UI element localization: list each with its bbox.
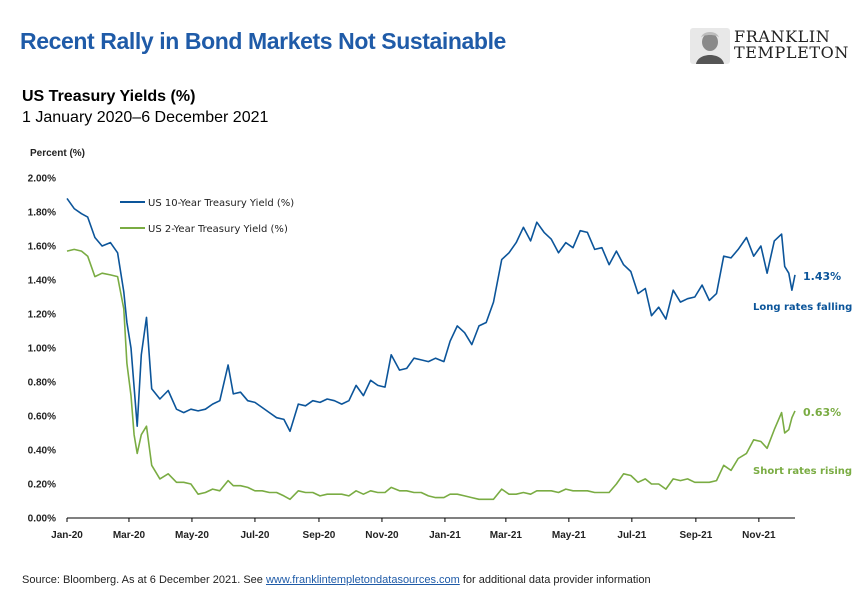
y-tick-label: 0.00% [28,514,56,525]
portrait-icon [690,28,730,64]
y-tick-label: 0.60% [28,412,56,423]
legend-label-2y: US 2-Year Treasury Yield (%) [148,224,288,235]
y-tick-label: 1.20% [28,310,56,321]
franklin-templeton-logo: FRANKLIN TEMPLETON [690,28,850,64]
y-axis-label: Percent (%) [30,148,85,159]
y-tick-label: 1.00% [28,344,56,355]
y-tick-label: 0.40% [28,446,56,457]
x-tick-label: Jul-20 [240,530,269,541]
x-tick-label: Mar-20 [113,530,146,541]
x-tick-label: Jan-20 [51,530,83,541]
y-tick-label: 1.60% [28,242,56,253]
source-suffix: for additional data provider information [459,574,651,586]
x-tick-label: Jul-21 [617,530,646,541]
series-line-2y [66,248,796,501]
end-label-10y: 1.43% [803,270,841,283]
annotation-short-rates: Short rates rising [753,466,852,477]
legend: US 10-Year Treasury Yield (%) US 2-Year … [120,198,294,235]
x-tick-label: Sep-20 [303,530,336,541]
x-tick-label: May-21 [552,530,586,541]
x-ticks: Jan-20 Mar-20 May-20 Jul-20 Sep-20 Nov-20 Jan-… [51,518,776,541]
logo-line-2: TEMPLETON [734,43,849,62]
logo-line-1: FRANKLIN [734,27,831,46]
end-label-2y: 0.63% [803,406,841,419]
x-tick-label: May-20 [175,530,209,541]
y-tick-label: 0.20% [28,480,56,491]
series-line-10y [66,197,796,433]
x-tick-label: Mar-21 [490,530,523,541]
x-tick-label: Nov-21 [742,530,776,541]
x-tick-label: Jan-21 [429,530,461,541]
y-ticks: 0.00% 0.20% 0.40% 0.60% 0.80% 1.00% 1.20% 1.40%… [28,174,56,525]
x-tick-label: Sep-21 [679,530,712,541]
legend-label-10y: US 10-Year Treasury Yield (%) [148,198,294,209]
y-tick-label: 0.80% [28,378,56,389]
source-link[interactable]: www.franklintempletondatasources.com [265,574,460,586]
y-tick-label: 2.00% [28,174,56,185]
y-tick-label: 1.40% [28,276,56,287]
x-tick-label: Nov-20 [365,530,399,541]
annotation-long-rates: Long rates falling [753,302,852,313]
series-layer [66,197,796,501]
source-note: Source: Bloomberg. As at 6 December 2021… [22,574,651,586]
date-range: 1 January 2020–6 December 2021 [22,109,269,126]
chart-subtitle: US Treasury Yields (%) [22,88,196,105]
source-prefix: Source: Bloomberg. As at 6 December 2021… [22,574,266,586]
y-tick-label: 1.80% [28,208,56,219]
chart-title: Recent Rally in Bond Markets Not Sustain… [20,28,506,54]
yield-chart: Percent (%) 0.00% 0.20% 0.40% 0.60% 0.80% 1.0… [28,148,853,541]
